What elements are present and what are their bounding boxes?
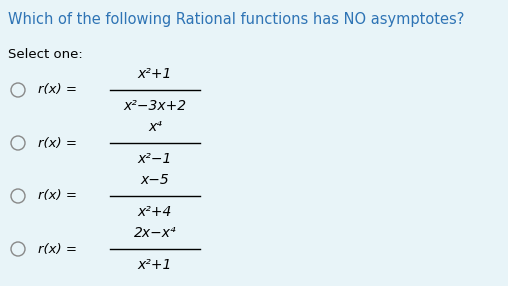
Text: x²−1: x²−1 <box>138 152 172 166</box>
Text: x²+1: x²+1 <box>138 258 172 272</box>
Text: x²+1: x²+1 <box>138 67 172 81</box>
Text: Select one:: Select one: <box>8 48 83 61</box>
Text: x²+4: x²+4 <box>138 205 172 219</box>
Text: 2x−x⁴: 2x−x⁴ <box>134 226 176 240</box>
Text: x−5: x−5 <box>141 173 169 187</box>
Text: x²−3x+2: x²−3x+2 <box>123 99 186 113</box>
Text: r(x) =: r(x) = <box>38 84 77 96</box>
Text: r(x) =: r(x) = <box>38 136 77 150</box>
Text: r(x) =: r(x) = <box>38 190 77 202</box>
Text: x⁴: x⁴ <box>148 120 162 134</box>
Text: Which of the following Rational functions has NO asymptotes?: Which of the following Rational function… <box>8 12 464 27</box>
Text: r(x) =: r(x) = <box>38 243 77 255</box>
